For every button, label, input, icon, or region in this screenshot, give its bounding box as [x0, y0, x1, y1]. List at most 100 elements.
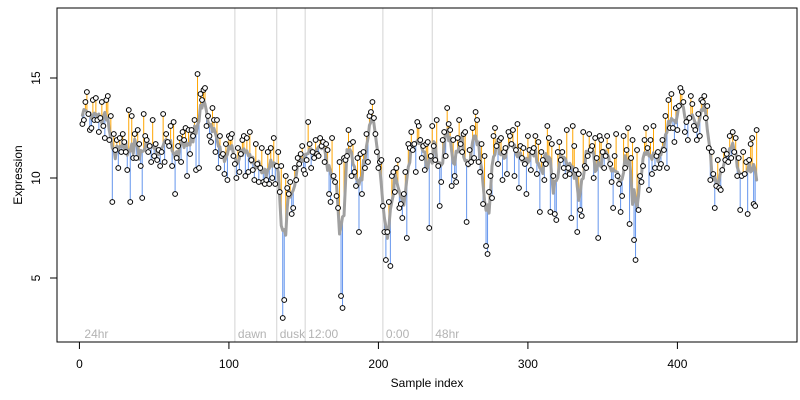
data-point [203, 123, 210, 129]
data-point [272, 181, 279, 187]
data-point [429, 123, 436, 129]
data-point [643, 125, 649, 131]
data-point [279, 315, 286, 321]
data-point [605, 143, 612, 149]
data-point [499, 177, 506, 183]
data-point [439, 137, 446, 143]
data-point [565, 165, 572, 171]
data-point [471, 155, 477, 161]
data-point [701, 93, 708, 99]
data-point [625, 125, 631, 131]
data-point [350, 139, 356, 145]
data-point [202, 85, 208, 91]
data-point [704, 103, 711, 109]
x-tick-label: 300 [518, 357, 538, 371]
data-point [735, 155, 742, 161]
time-marker-label: 0:00 [386, 327, 410, 341]
data-point [541, 177, 548, 183]
data-point [586, 131, 593, 137]
x-tick-label: 100 [219, 357, 239, 371]
data-point [254, 161, 261, 167]
data-point [544, 123, 551, 129]
data-point [128, 113, 135, 119]
data-point [620, 133, 627, 139]
data-point [687, 93, 694, 99]
data-point [486, 189, 492, 195]
data-point [569, 123, 576, 129]
data-point [109, 199, 116, 205]
data-point [191, 117, 198, 123]
data-point [285, 191, 292, 197]
residual-lines [81, 74, 758, 318]
data-point [480, 201, 486, 207]
data-point [194, 71, 201, 77]
data-point [181, 137, 187, 143]
data-point [115, 165, 122, 171]
data-point [393, 165, 400, 171]
data-point [717, 187, 724, 193]
data-point [403, 235, 410, 241]
data-point [707, 177, 714, 183]
data-point [344, 153, 350, 159]
data-point [741, 171, 748, 177]
data-point [288, 211, 295, 217]
data-point [472, 109, 479, 115]
data-point [83, 89, 90, 95]
data-point [104, 93, 111, 99]
data-point [647, 137, 654, 143]
data-point [137, 163, 144, 169]
data-point [351, 169, 358, 175]
data-point [418, 155, 425, 161]
data-point [121, 139, 128, 145]
data-point [432, 157, 439, 163]
data-point [475, 159, 482, 165]
data-point [306, 141, 313, 147]
data-point [175, 143, 181, 149]
data-point [493, 143, 500, 149]
data-point [699, 99, 706, 105]
data-point [749, 135, 756, 141]
data-point [385, 199, 392, 205]
data-point [199, 97, 205, 103]
data-point [371, 115, 377, 121]
data-point [510, 127, 516, 133]
data-point [551, 211, 558, 217]
data-point [650, 123, 657, 129]
data-point [330, 173, 337, 179]
data-point [372, 131, 379, 137]
data-point [474, 117, 480, 123]
data-point [456, 117, 463, 123]
data-point [462, 129, 469, 135]
data-point [556, 139, 563, 145]
data-point [85, 111, 92, 117]
data-point [566, 171, 573, 177]
data-point [492, 125, 498, 131]
data-point [508, 141, 515, 147]
data-point [348, 173, 355, 179]
data-point [178, 159, 184, 165]
data-point [394, 157, 401, 163]
data-point [599, 149, 606, 155]
data-point [167, 123, 174, 129]
data-point [602, 153, 609, 159]
data-point [684, 137, 691, 143]
data-point [258, 145, 265, 151]
data-point [483, 243, 489, 249]
data-point [231, 161, 238, 167]
data-point [290, 205, 297, 211]
data-point [426, 225, 433, 231]
data-point [412, 169, 419, 175]
data-point [710, 171, 717, 177]
data-point [145, 149, 152, 155]
data-point [711, 205, 718, 211]
data-point [671, 139, 678, 145]
data-point [516, 185, 522, 191]
data-point [234, 145, 241, 151]
data-point [719, 167, 726, 173]
data-point [616, 181, 623, 187]
data-point [302, 171, 309, 177]
data-point [107, 113, 114, 119]
data-point [478, 141, 485, 147]
data-point [264, 149, 271, 155]
data-point [729, 129, 736, 135]
